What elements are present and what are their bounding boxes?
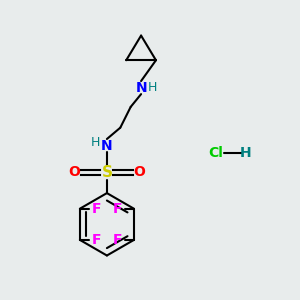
Text: H: H bbox=[91, 136, 100, 149]
Text: S: S bbox=[101, 165, 112, 180]
Text: H: H bbox=[148, 81, 157, 94]
Text: F: F bbox=[113, 233, 122, 247]
Text: F: F bbox=[92, 233, 101, 247]
Text: H: H bbox=[239, 146, 251, 160]
Text: F: F bbox=[92, 202, 101, 216]
Text: F: F bbox=[113, 202, 122, 216]
Text: O: O bbox=[134, 165, 146, 179]
Text: Cl: Cl bbox=[208, 146, 223, 160]
Text: O: O bbox=[68, 165, 80, 179]
Text: N: N bbox=[135, 81, 147, 94]
Text: N: N bbox=[101, 139, 113, 152]
